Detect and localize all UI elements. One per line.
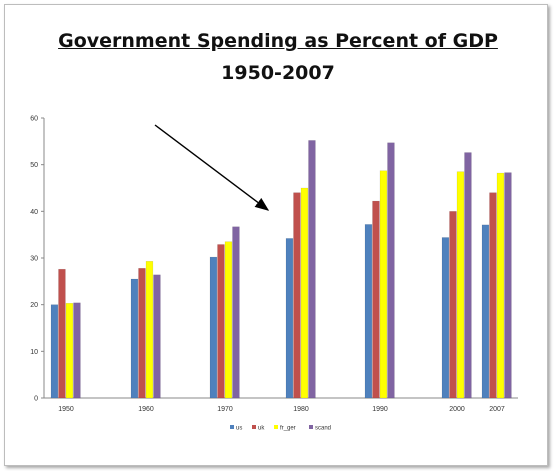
bar-uk-1950 xyxy=(58,268,66,399)
legend-swatch-us xyxy=(230,425,234,429)
bar-scand-2000 xyxy=(464,152,472,399)
bar-scand-1980 xyxy=(308,140,316,399)
y-tick-label: 20 xyxy=(30,302,38,309)
bar-us-1980 xyxy=(285,238,294,399)
chart-title: Government Spending as Percent of GDP xyxy=(58,30,498,52)
bar-fr_ger-1970 xyxy=(224,241,233,399)
bar-us-2000 xyxy=(441,237,450,399)
bar-uk-1970 xyxy=(217,244,225,399)
y-tick-label: 50 xyxy=(30,162,38,169)
bar-us-1990 xyxy=(364,224,373,399)
legend-label-us: us xyxy=(236,426,242,432)
bar-fr_ger-2007 xyxy=(496,172,505,399)
bar-fr_ger-1990 xyxy=(379,170,388,399)
x-tick-label: 1980 xyxy=(293,406,309,413)
bar-scand-1960 xyxy=(153,274,161,399)
chart-bars xyxy=(50,140,512,399)
bar-fr_ger-2000 xyxy=(456,171,465,399)
y-tick-labels: 0 10 20 30 40 50 60 xyxy=(30,116,38,403)
bar-uk-1990 xyxy=(372,200,380,399)
legend-swatch-fr_ger xyxy=(274,425,278,429)
x-tick-label: 1990 xyxy=(372,406,388,413)
x-tick-label: 2007 xyxy=(489,406,505,413)
y-tick-label: 60 xyxy=(30,116,38,123)
chart-axes xyxy=(41,117,518,399)
legend-label-uk: uk xyxy=(258,426,265,432)
legend-swatch-uk xyxy=(252,425,256,429)
bar-fr_ger-1950 xyxy=(65,303,74,399)
bar-fr_ger-1960 xyxy=(145,261,154,399)
legend-label-scand: scand xyxy=(315,426,331,432)
bar-scand-1950 xyxy=(73,302,81,399)
x-tick-label: 1960 xyxy=(138,406,154,413)
bar-us-1960 xyxy=(130,278,139,399)
y-tick-label: 10 xyxy=(30,349,38,356)
x-tick-label: 1950 xyxy=(58,406,74,413)
y-tick-label: 0 xyxy=(34,396,38,403)
y-tick-label: 40 xyxy=(30,209,38,216)
x-tick-labels: 1950 1960 1970 1980 1990 2000 2007 xyxy=(58,406,505,413)
y-tick-label: 30 xyxy=(30,256,38,263)
bar-uk-1980 xyxy=(293,192,301,399)
chart-subtitle: 1950-2007 xyxy=(221,62,335,84)
bar-scand-1990 xyxy=(387,142,395,399)
bar-us-2007 xyxy=(481,224,490,399)
x-tick-label: 1970 xyxy=(217,406,233,413)
x-tick-label: 2000 xyxy=(449,406,465,413)
bar-us-1970 xyxy=(209,256,218,399)
annotation-arrow xyxy=(154,124,270,211)
bar-uk-2000 xyxy=(449,211,457,399)
chart-legend: us uk fr_ger scand xyxy=(230,425,331,432)
bar-uk-2007 xyxy=(489,192,497,399)
legend-label-fr_ger: fr_ger xyxy=(280,426,296,432)
bar-scand-1970 xyxy=(232,226,240,399)
bar-uk-1960 xyxy=(138,268,146,399)
bar-us-1950 xyxy=(50,304,59,399)
bar-fr_ger-1980 xyxy=(300,187,309,399)
bar-scand-2007 xyxy=(504,172,512,399)
legend-swatch-scand xyxy=(309,425,313,429)
